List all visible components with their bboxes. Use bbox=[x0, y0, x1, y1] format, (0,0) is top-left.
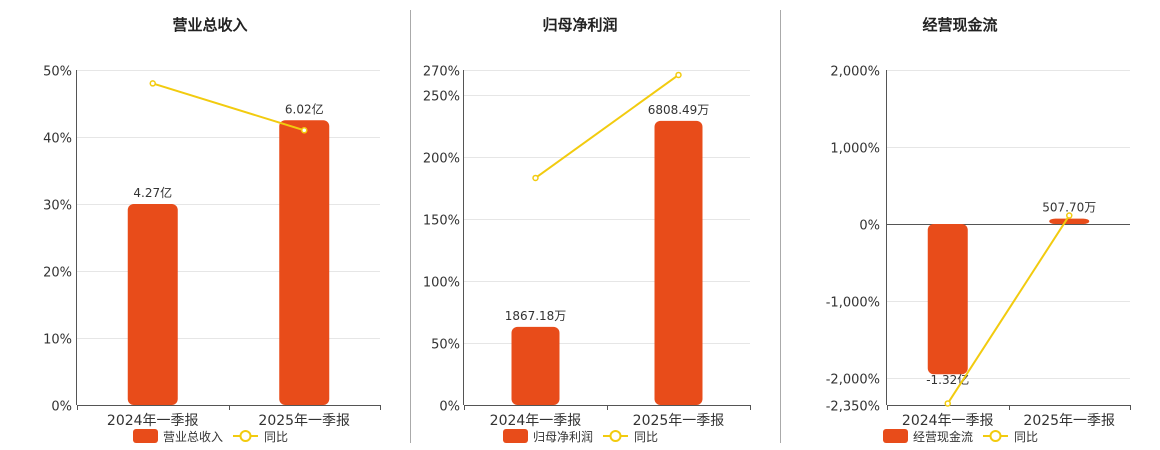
legend-label-bar: 经营现金流 bbox=[913, 429, 973, 444]
legend-swatch-marker bbox=[609, 430, 622, 442]
yoy-point bbox=[301, 127, 308, 134]
bar-data-label: 507.70万 bbox=[1042, 201, 1096, 215]
x-tick-label: 2024年一季报 bbox=[490, 413, 582, 429]
legend-label-bar: 归母净利润 bbox=[533, 430, 593, 444]
legend-swatch-marker bbox=[989, 430, 1002, 442]
legend-swatch-bar bbox=[883, 429, 908, 443]
bar bbox=[927, 224, 968, 375]
bar bbox=[1049, 218, 1090, 225]
bar-data-label: 1867.18万 bbox=[505, 309, 567, 323]
y-tick-label: 50% bbox=[43, 65, 72, 80]
x-tick-label: 2025年一季报 bbox=[258, 413, 350, 429]
yoy-point bbox=[149, 80, 156, 87]
y-tick-label: 20% bbox=[43, 266, 72, 281]
y-tick-label: 270% bbox=[423, 65, 460, 80]
x-tick-label: 2024年一季报 bbox=[902, 413, 994, 429]
bar bbox=[279, 120, 330, 405]
y-tick-label: 250% bbox=[423, 90, 460, 105]
y-tick-label: 10% bbox=[43, 333, 72, 348]
yoy-point bbox=[944, 400, 951, 407]
y-tick-label: 200% bbox=[423, 152, 460, 167]
x-tick-label: 2024年一季报 bbox=[107, 413, 199, 429]
x-tick-label: 2025年一季报 bbox=[1023, 413, 1115, 429]
legend-swatch-bar bbox=[133, 429, 158, 443]
y-tick-label: 2,000% bbox=[830, 65, 880, 80]
yoy-point bbox=[532, 174, 539, 182]
y-tick-label: 40% bbox=[43, 132, 72, 147]
chart-title: 经营现金流 bbox=[922, 16, 997, 34]
bar-data-label: 6.02亿 bbox=[285, 101, 324, 116]
yoy-line bbox=[946, 215, 1071, 405]
x-tick-label: 2025年一季报 bbox=[633, 413, 725, 429]
y-tick-label: 100% bbox=[423, 276, 460, 291]
chart-title: 归母净利润 bbox=[542, 16, 617, 34]
legend-label-bar: 营业总收入 bbox=[163, 430, 223, 444]
bar bbox=[127, 204, 178, 405]
y-tick-label: 30% bbox=[43, 199, 72, 214]
legend-label-line: 同比 bbox=[264, 430, 288, 444]
y-tick-label: 0% bbox=[439, 400, 460, 415]
bar bbox=[511, 326, 560, 405]
y-tick-label: -1,000% bbox=[826, 296, 880, 311]
bar-data-label: -1.32亿 bbox=[926, 372, 969, 387]
bar-data-label: 4.27亿 bbox=[133, 185, 172, 200]
yoy-line bbox=[534, 74, 680, 179]
legend-label-line: 同比 bbox=[1014, 430, 1038, 444]
bar bbox=[654, 120, 703, 406]
y-tick-label: 150% bbox=[423, 214, 460, 229]
yoy-point bbox=[1066, 212, 1073, 219]
legend-swatch-bar bbox=[503, 429, 528, 443]
y-tick-label: -2,000% bbox=[826, 373, 880, 388]
legend-swatch-marker bbox=[239, 430, 252, 442]
y-tick-label: 1,000% bbox=[830, 142, 880, 157]
yoy-point bbox=[675, 71, 682, 79]
y-tick-label: 0% bbox=[51, 400, 72, 415]
y-tick-label: 50% bbox=[431, 338, 460, 353]
chart-title: 营业总收入 bbox=[172, 16, 247, 34]
y-tick-label: -2,350% bbox=[826, 400, 880, 415]
legend-label-line: 同比 bbox=[634, 430, 658, 444]
bar-data-label: 6808.49万 bbox=[648, 103, 710, 117]
y-tick-label: 0% bbox=[859, 219, 880, 234]
yoy-line bbox=[152, 82, 305, 132]
